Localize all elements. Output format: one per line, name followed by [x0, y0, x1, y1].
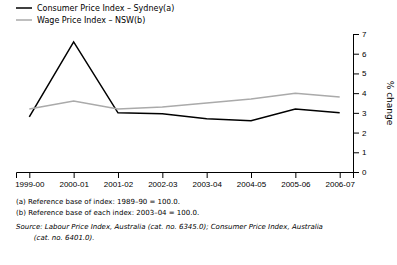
x-tick-mark — [251, 172, 252, 178]
x-tick-mark — [118, 172, 119, 178]
x-tick-mark — [295, 172, 296, 178]
source-note: Source: Labour Price Index, Australia (c… — [16, 223, 323, 231]
y-tick-label: 2 — [362, 129, 367, 138]
y-tick-mark — [353, 34, 359, 35]
x-tick-label: 2003-04 — [192, 180, 222, 189]
y-tick-label: 7 — [362, 30, 367, 39]
x-tick: 2003-04 — [192, 172, 222, 189]
series-line — [29, 42, 339, 121]
y-tick-label: 0 — [362, 168, 367, 177]
y-tick: 5 — [353, 69, 367, 78]
y-tick-mark — [353, 73, 359, 74]
y-axis-title: % change — [385, 81, 395, 126]
legend: Consumer Price Index – Sydney(a) Wage Pri… — [16, 4, 174, 25]
footnote: (a) Reference base of index: 1989–90 = 1… — [16, 198, 180, 206]
legend-label: Consumer Price Index – Sydney(a) — [37, 4, 174, 13]
x-tick: 1999-00 — [15, 172, 45, 189]
y-tick-label: 4 — [362, 89, 367, 98]
y-tick: 0 — [353, 168, 367, 177]
y-tick: 2 — [353, 129, 367, 138]
legend-swatch — [16, 7, 32, 9]
y-tick-mark — [353, 133, 359, 134]
y-tick-mark — [353, 152, 359, 153]
x-tick-mark — [340, 172, 341, 178]
x-tick-label: 2000-01 — [59, 180, 89, 189]
series-line — [29, 93, 339, 109]
x-tick: 2005-06 — [281, 172, 311, 189]
y-tick-mark — [353, 54, 359, 55]
chart: 1999-00 2000-01 2001-02 2002-03 2003-04 2004-… — [0, 0, 397, 265]
lines — [29, 42, 339, 121]
x-axis-line — [17, 173, 354, 179]
x-tick-label: 1999-00 — [15, 180, 45, 189]
x-tick-mark — [162, 172, 163, 178]
y-tick-label: 1 — [362, 148, 367, 157]
x-tick-label: 2006-07 — [326, 180, 356, 189]
legend-swatch — [16, 19, 32, 21]
y-axis: 0 1 2 3 4 5 6 7 — [353, 30, 367, 177]
x-tick: 2004-05 — [237, 172, 267, 189]
x-tick: 2001-02 — [104, 172, 134, 189]
y-tick: 3 — [353, 109, 367, 118]
y-tick: 1 — [353, 148, 367, 157]
y-tick-mark — [353, 113, 359, 114]
y-tick: 7 — [353, 30, 367, 39]
legend-label: Wage Price Index – NSW(b) — [37, 16, 145, 25]
y-tick-mark — [353, 172, 359, 173]
x-tick-mark — [207, 172, 208, 178]
x-tick: 2002-03 — [148, 172, 178, 189]
legend-item: Consumer Price Index – Sydney(a) — [16, 4, 174, 13]
notes: (a) Reference base of index: 1989–90 = 1… — [16, 198, 323, 242]
x-tick-mark — [29, 172, 30, 178]
y-tick-mark — [353, 93, 359, 94]
y-tick-label: 3 — [362, 109, 367, 118]
legend-item: Wage Price Index – NSW(b) — [16, 16, 145, 25]
x-tick-label: 2001-02 — [104, 180, 134, 189]
x-tick-label: 2005-06 — [281, 180, 311, 189]
x-tick: 2000-01 — [59, 172, 89, 189]
x-tick: 2006-07 — [326, 172, 356, 189]
x-tick-label: 2004-05 — [237, 180, 267, 189]
x-axis: 1999-00 2000-01 2001-02 2002-03 2003-04 2004-… — [15, 172, 355, 189]
footnote: (b) Reference base of each index: 2003–0… — [16, 209, 199, 217]
source-note: (cat. no. 6401.0). — [16, 234, 94, 242]
y-tick-label: 6 — [362, 50, 367, 59]
y-tick-label: 5 — [362, 69, 367, 78]
x-tick-label: 2002-03 — [148, 180, 178, 189]
x-tick-mark — [74, 172, 75, 178]
plot: 1999-00 2000-01 2001-02 2002-03 2003-04 2004-… — [15, 30, 367, 189]
y-tick: 4 — [353, 89, 367, 98]
y-axis-line — [354, 35, 360, 173]
y-tick: 6 — [353, 50, 367, 59]
